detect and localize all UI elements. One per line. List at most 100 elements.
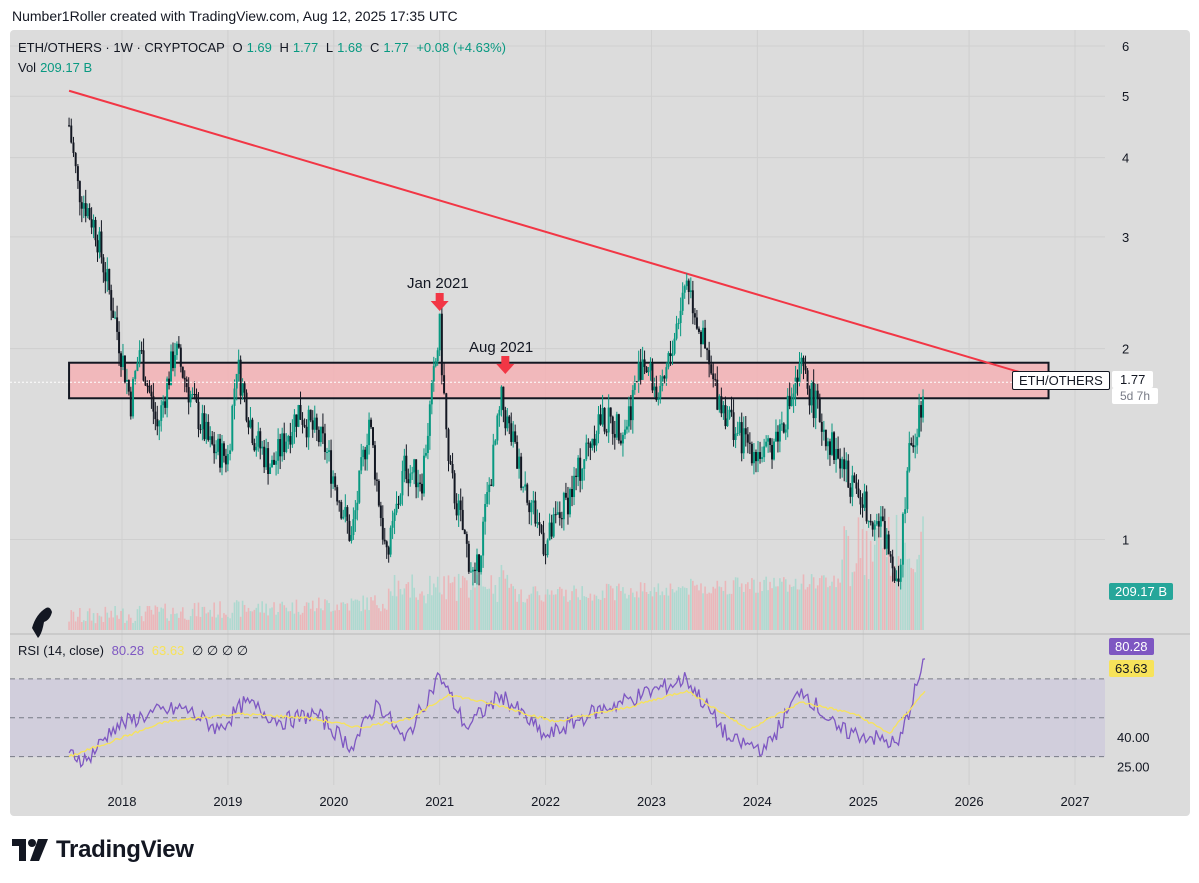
- volume-bar: [255, 607, 258, 630]
- candle-body: [843, 459, 846, 470]
- rsi-ma-tag[interactable]: 63.63: [1109, 660, 1154, 677]
- tradingview-wordmark: TradingView: [56, 836, 194, 863]
- volume-bar: [742, 591, 745, 630]
- volume-bar: [788, 584, 791, 630]
- candle-body: [671, 353, 674, 357]
- candle-body: [88, 208, 91, 220]
- volume-bar: [767, 590, 769, 630]
- candle-body: [595, 434, 598, 446]
- volume-legend[interactable]: Vol 209.17 B: [18, 60, 93, 75]
- volume-bar: [520, 589, 522, 630]
- candle-body: [263, 446, 266, 468]
- volume-bar: [70, 610, 73, 630]
- candle-body: [434, 361, 437, 367]
- volume-bar: [899, 567, 902, 630]
- candle-body: [171, 351, 174, 369]
- candle-body: [387, 547, 390, 555]
- candle-body: [814, 390, 817, 419]
- x-tick-label: 2026: [955, 794, 984, 809]
- candle-body: [120, 353, 123, 367]
- candle-body: [579, 457, 582, 481]
- symbol-legend[interactable]: ETH/OTHERS · 1W · CRYPTOCAP O 1.69 H 1.77 …: [18, 40, 506, 55]
- candle-body: [407, 479, 410, 484]
- candle-body: [449, 461, 452, 465]
- volume-bar: [486, 589, 488, 630]
- candle-body: [639, 362, 642, 380]
- rsi-legend[interactable]: RSI (14, close) 80.28 63.63 ∅ ∅ ∅ ∅: [18, 643, 252, 659]
- volume-bar: [645, 591, 648, 630]
- candle-body: [259, 431, 262, 449]
- candle-body: [160, 405, 163, 422]
- price-tag-value[interactable]: 1.77: [1112, 371, 1154, 388]
- volume-bar: [385, 609, 388, 630]
- volume-bar: [102, 622, 105, 630]
- volume-bar: [747, 582, 749, 630]
- volume-bar: [516, 601, 518, 630]
- candle-body: [257, 431, 260, 447]
- volume-bar: [698, 590, 700, 630]
- price-axis[interactable]: 1 2 3 4 5 6: [1122, 39, 1129, 548]
- rsi-axis[interactable]: 25.00 40.00: [1117, 730, 1150, 774]
- volume-bar: [409, 597, 412, 630]
- volume-bar: [291, 602, 294, 630]
- volume-bar: [332, 610, 334, 630]
- candle-body: [471, 569, 474, 572]
- volume-bar: [677, 586, 680, 630]
- resistance-zone[interactable]: [68, 361, 1050, 400]
- volume-bar: [665, 587, 668, 630]
- volume-tag[interactable]: 209.17 B: [1109, 583, 1174, 600]
- volume-bar: [417, 599, 419, 630]
- candle-body: [763, 446, 766, 458]
- volume-bar: [124, 622, 126, 630]
- candle-body: [297, 405, 300, 427]
- y-tick-label: 5: [1122, 89, 1129, 104]
- time-axis[interactable]: 2018 2019 2020 2021 2022 2023 2024 2025 2026 2027: [108, 794, 1090, 809]
- candle-body: [802, 357, 805, 367]
- candle-body: [134, 371, 137, 379]
- volume-bar: [106, 612, 109, 630]
- symbol-name[interactable]: ETH/OTHERS · 1W · CRYPTOCAP: [18, 40, 225, 55]
- candle-body: [309, 409, 312, 421]
- volume-bar: [219, 601, 221, 630]
- candle-body: [116, 317, 119, 332]
- volume-bar: [613, 600, 616, 630]
- rsi-tag[interactable]: 80.28: [1109, 638, 1154, 655]
- volume-bar: [215, 617, 217, 630]
- candle-body: [887, 534, 890, 555]
- candle-body: [629, 406, 632, 421]
- volume-bar: [504, 578, 507, 630]
- volume-bar: [622, 587, 624, 630]
- volume-bar: [221, 617, 223, 630]
- volume-bar: [187, 619, 190, 630]
- volume-bar: [871, 561, 874, 630]
- volume-bar: [283, 605, 286, 630]
- x-tick-label: 2020: [319, 794, 348, 809]
- candle-body: [371, 427, 374, 446]
- volume-bar: [263, 612, 265, 630]
- volume-bar: [873, 544, 876, 630]
- volume-bar: [740, 583, 743, 630]
- close-value: 1.77: [383, 40, 409, 55]
- candle-body: [156, 419, 159, 427]
- price-tag-symbol[interactable]: ETH/OTHERS: [1012, 371, 1110, 390]
- volume-bar: [712, 586, 715, 630]
- footer: TradingView: [12, 836, 194, 864]
- volume-bar: [132, 622, 134, 630]
- candle-body: [283, 433, 286, 452]
- candle-body: [271, 459, 274, 468]
- candle-body: [728, 409, 731, 419]
- volume-bar: [679, 587, 682, 630]
- candle-body: [229, 450, 232, 455]
- candle-body: [538, 522, 541, 526]
- volume-bar: [567, 601, 569, 630]
- volume-bar: [831, 581, 833, 630]
- candle-body: [621, 434, 624, 444]
- candle-body: [528, 502, 531, 513]
- candle-body: [568, 489, 571, 515]
- trendline[interactable]: [68, 89, 1049, 382]
- candle-body: [530, 502, 533, 513]
- candle-body: [510, 423, 513, 442]
- candle-body: [734, 433, 737, 440]
